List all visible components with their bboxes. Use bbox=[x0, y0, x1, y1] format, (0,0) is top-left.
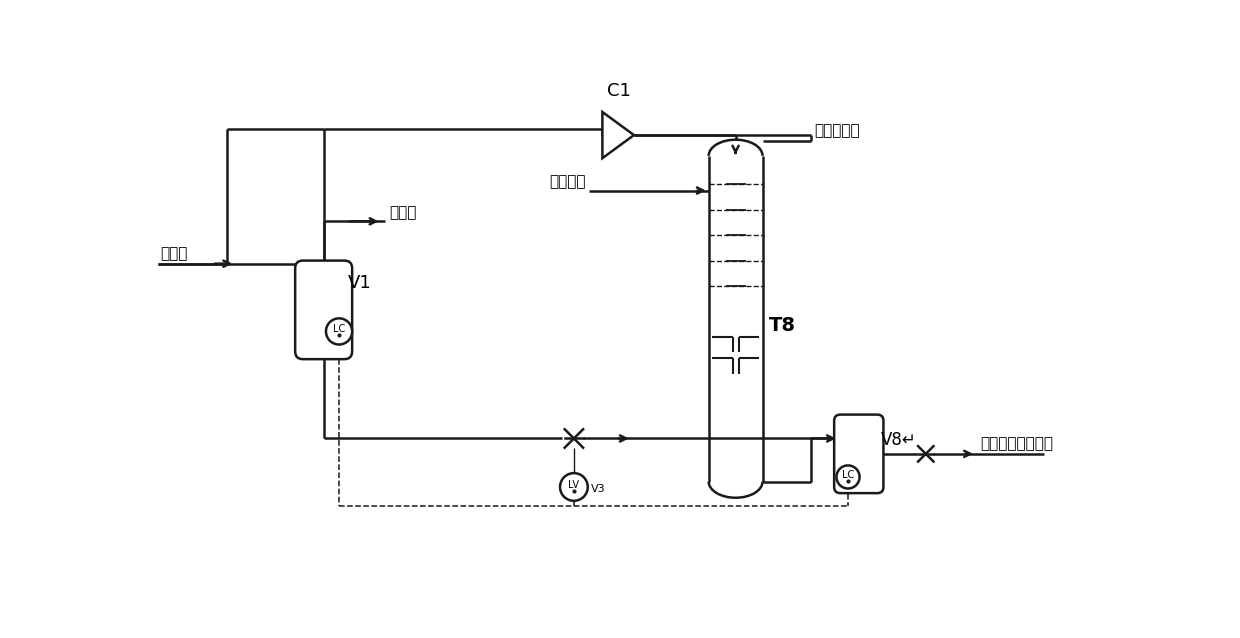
Text: V1: V1 bbox=[348, 274, 372, 292]
Circle shape bbox=[560, 473, 588, 501]
Text: C1: C1 bbox=[606, 82, 630, 100]
Text: LC: LC bbox=[332, 324, 345, 334]
Text: V8↵: V8↵ bbox=[882, 431, 916, 449]
Circle shape bbox=[326, 318, 352, 345]
Circle shape bbox=[837, 465, 859, 489]
Text: LV: LV bbox=[568, 480, 579, 489]
Text: 无硫甲醇: 无硫甲醇 bbox=[549, 174, 585, 189]
Polygon shape bbox=[603, 112, 634, 158]
Text: 送精馏塔回收甲醇: 送精馏塔回收甲醇 bbox=[981, 436, 1054, 452]
Text: 循环闪蒸气: 循环闪蒸气 bbox=[815, 123, 859, 138]
Text: LC: LC bbox=[842, 470, 854, 480]
Text: T8: T8 bbox=[769, 316, 796, 335]
FancyBboxPatch shape bbox=[295, 260, 352, 359]
FancyBboxPatch shape bbox=[835, 415, 883, 493]
Text: V3: V3 bbox=[590, 484, 605, 494]
Text: 原料气: 原料气 bbox=[389, 205, 417, 219]
Text: 原料气: 原料气 bbox=[160, 246, 187, 262]
